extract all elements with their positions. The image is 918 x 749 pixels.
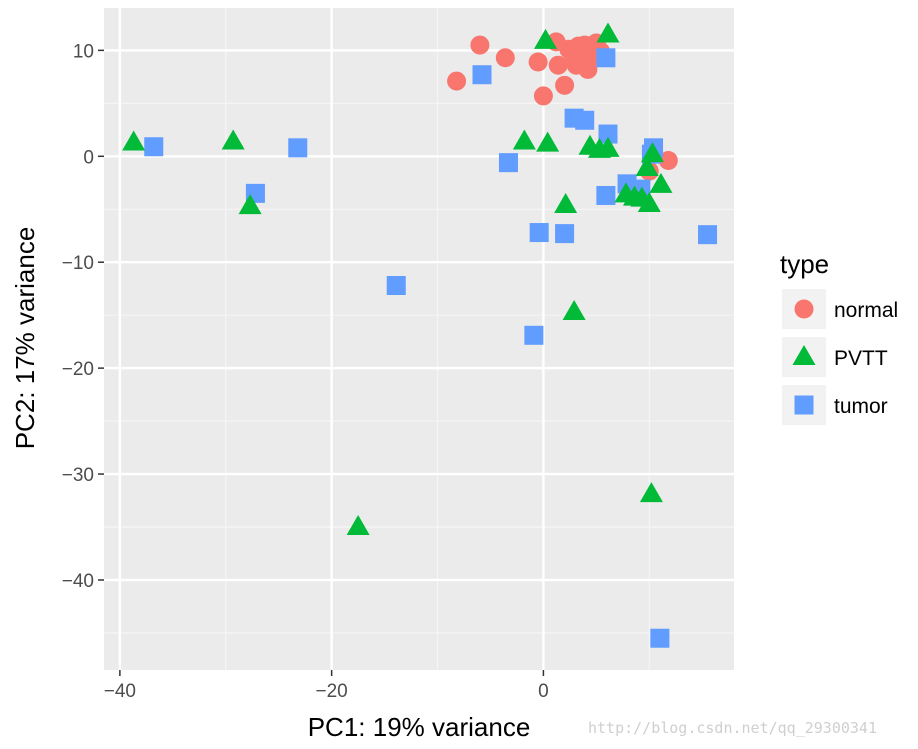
major-gridlines xyxy=(104,8,734,670)
point-normal xyxy=(548,55,568,75)
y-tick-label: 10 xyxy=(73,41,94,62)
point-normal xyxy=(447,71,467,91)
y-tick-label: −10 xyxy=(62,253,94,274)
point-tumor xyxy=(144,137,164,157)
point-pvtt xyxy=(596,22,620,43)
point-pvtt xyxy=(635,155,659,176)
point-normal xyxy=(495,48,515,68)
point-tumor xyxy=(529,223,549,243)
point-tumor xyxy=(288,138,308,158)
tick-labels: −40 −20 0 10 0 −10 −20 −30 −40 xyxy=(62,41,549,702)
point-tumor xyxy=(596,48,616,68)
point-pvtt xyxy=(536,131,560,152)
x-tick-label: 0 xyxy=(538,681,549,702)
point-tumor xyxy=(596,185,616,205)
point-normal xyxy=(658,151,678,171)
point-pvtt xyxy=(346,515,370,536)
point-pvtt xyxy=(221,129,245,150)
point-normal xyxy=(533,86,553,106)
legend-label-tumor: tumor xyxy=(834,395,888,418)
point-normal xyxy=(470,35,490,55)
point-tumor xyxy=(386,276,406,296)
point-pvtt xyxy=(122,130,146,151)
point-tumor xyxy=(650,628,670,648)
legend-title: type xyxy=(780,249,829,279)
x-tick-label: −40 xyxy=(104,681,136,702)
y-tick-label: −30 xyxy=(62,465,94,486)
point-tumor xyxy=(698,225,718,245)
legend-label-normal: normal xyxy=(834,299,898,322)
point-pvtt xyxy=(637,191,661,212)
point-tumor xyxy=(598,124,618,144)
point-tumor xyxy=(498,153,518,173)
point-pvtt xyxy=(512,129,536,150)
point-normal xyxy=(528,52,548,72)
legend-symbol-pvtt xyxy=(792,345,816,365)
y-tick-label: 0 xyxy=(83,147,94,168)
point-pvtt xyxy=(238,194,262,215)
minor-gridlines xyxy=(104,8,734,670)
x-tick-label: −20 xyxy=(316,681,348,702)
point-pvtt xyxy=(640,142,664,163)
point-tumor xyxy=(575,110,595,130)
legend-symbol-tumor xyxy=(794,395,814,415)
point-pvtt xyxy=(639,482,663,503)
point-pvtt xyxy=(562,299,586,320)
point-tumor xyxy=(524,325,544,345)
axis-ticks xyxy=(98,49,545,676)
plot-panel xyxy=(104,8,734,670)
point-pvtt xyxy=(554,193,578,214)
point-pvtt xyxy=(596,136,620,157)
point-tumor xyxy=(472,65,492,85)
data-points xyxy=(122,22,718,648)
legend-symbol-normal xyxy=(794,299,814,319)
point-pvtt xyxy=(649,172,673,193)
point-pvtt xyxy=(534,28,558,49)
y-tick-label: −40 xyxy=(62,571,94,592)
watermark-text: http://blog.csdn.net/qq_29300341 xyxy=(588,719,877,737)
legend-label-pvtt: PVTT xyxy=(834,347,888,370)
point-normal xyxy=(555,75,575,95)
x-axis-title: PC1: 19% variance xyxy=(308,712,531,742)
point-tumor xyxy=(555,224,575,244)
legend: type normal PVTT tumor xyxy=(780,249,898,425)
y-tick-label: −20 xyxy=(62,359,94,380)
y-axis-title: PC2: 17% variance xyxy=(10,227,40,450)
